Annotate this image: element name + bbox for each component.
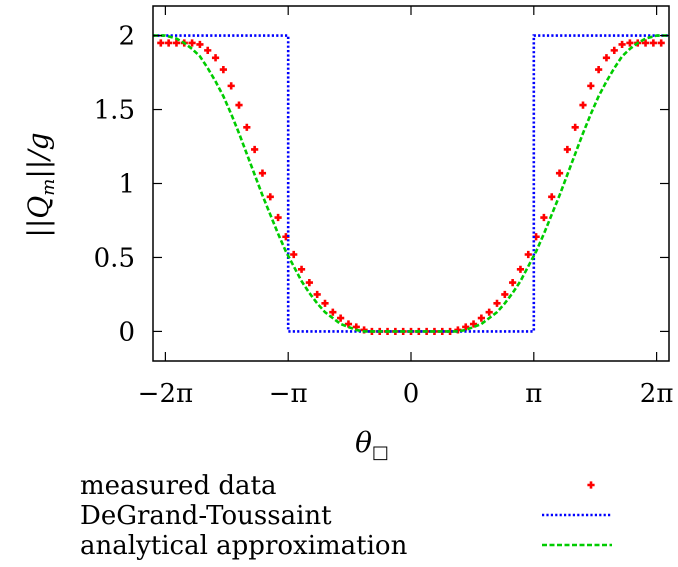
legend-label: analytical approximation [80, 531, 408, 561]
y-axis-label-var: Q [22, 196, 55, 219]
data-point [227, 82, 235, 90]
data-point [344, 320, 353, 328]
data-point [243, 123, 251, 131]
data-point [329, 308, 337, 316]
data-point [563, 145, 571, 154]
data-point [477, 314, 485, 322]
data-point [626, 39, 634, 47]
legend-label: measured data [80, 471, 276, 501]
data-point [297, 265, 306, 273]
data-point [602, 54, 611, 62]
data-point [469, 320, 478, 328]
plot-frame [152, 5, 670, 362]
data-point [540, 213, 548, 222]
x-tick-label: −π [269, 379, 308, 409]
data-point [501, 290, 509, 299]
y-tick-label: 0 [118, 317, 135, 347]
data-point [157, 39, 165, 47]
data-point [509, 279, 517, 287]
data-point [462, 323, 470, 331]
data-point [165, 39, 173, 47]
legend-label: DeGrand-Toussaint [80, 501, 332, 531]
x-axis-label-var: θ [355, 426, 372, 459]
data-point [172, 39, 181, 47]
data-point [274, 213, 282, 222]
data-point [524, 250, 532, 259]
data-point [595, 66, 603, 74]
series-degrand-toussaint-line [153, 34, 669, 333]
axis-ticks [153, 6, 669, 361]
y-tick-label: 1 [118, 170, 135, 200]
data-point [337, 314, 345, 322]
x-tick-label: π [525, 379, 542, 409]
data-point [571, 123, 579, 131]
data-point [321, 299, 329, 307]
y-axis-label: ||Qm||/g [22, 132, 59, 237]
series-analytical-approximation-line [153, 34, 669, 333]
y-axis-label-open: || [22, 219, 55, 238]
x-axis-label: θ□ [355, 426, 389, 463]
data-point [485, 308, 493, 316]
data-point [657, 39, 665, 47]
data-point [618, 40, 626, 49]
data-point [493, 299, 501, 307]
data-point [235, 101, 243, 109]
x-axis-label-sub: □ [372, 442, 389, 463]
x-tick-label: 2π [640, 379, 674, 409]
y-tick-label: 1.5 [94, 96, 135, 126]
series-measured-data [157, 39, 665, 336]
x-tick-label: −2π [138, 379, 193, 409]
data-point [211, 54, 220, 62]
data-point [555, 169, 564, 177]
data-point [587, 82, 595, 90]
data-point [516, 265, 525, 273]
data-point [219, 66, 227, 74]
data-point [641, 39, 650, 47]
y-tick-label: 0.5 [94, 243, 135, 273]
data-point [188, 39, 196, 47]
data-point [610, 46, 618, 54]
data-point [204, 46, 212, 54]
data-point [258, 169, 267, 177]
data-point [579, 101, 587, 109]
data-point [251, 145, 259, 154]
plot-marks [153, 34, 669, 336]
x-tick-label: 0 [403, 379, 420, 409]
data-point [548, 193, 556, 201]
data-point [266, 193, 274, 201]
y-tick-label: 2 [118, 22, 135, 52]
data-point [196, 40, 204, 49]
data-point [649, 39, 657, 47]
data-point [305, 279, 313, 287]
legend-marker [587, 481, 595, 489]
legend: measured dataDeGrand-Toussaintanalytical… [80, 471, 612, 561]
y-axis-label-sub: m [38, 179, 59, 196]
data-point [290, 250, 298, 259]
axis-tick-labels: −2π −π 0 π 2π 0 0.5 1 1.5 2 [94, 22, 674, 409]
y-axis-label-close: ||/g [22, 132, 55, 178]
data-point [313, 290, 321, 299]
